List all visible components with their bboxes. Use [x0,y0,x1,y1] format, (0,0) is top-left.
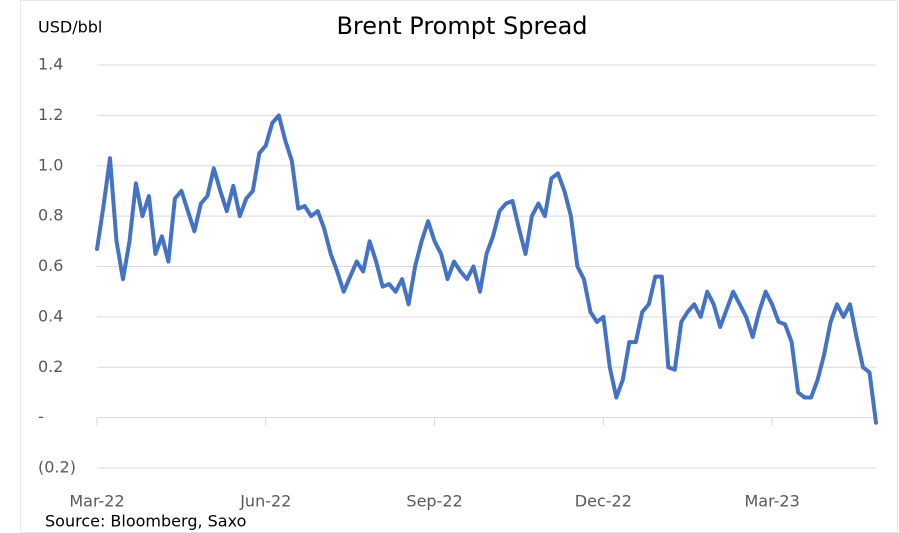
x-tick-label: Sep-22 [406,492,462,511]
x-tick-label: Jun-22 [239,492,291,511]
y-tick-label: (0.2) [38,458,76,477]
y-tick-label: 0.6 [38,256,63,275]
y-tick-label: 0.8 [38,206,63,225]
x-tick-label: Mar-23 [744,492,799,511]
source: Source: Bloomberg, Saxo [45,512,246,531]
y-tick-label: - [38,407,44,426]
y-tick-label: 0.4 [38,306,63,325]
x-tick-label: Dec-22 [575,492,632,511]
y-tick-label: 1.4 [38,55,63,74]
data-line [95,113,878,425]
y-axis-label: USD/bbl [38,18,102,37]
x-tick-label: Mar-22 [69,492,124,511]
y-tick-label: 0.2 [38,357,63,376]
y-tick-label: 1.0 [38,155,63,174]
chart-title: Brent Prompt Spread [336,12,587,40]
y-tick-label: 1.2 [38,105,63,124]
